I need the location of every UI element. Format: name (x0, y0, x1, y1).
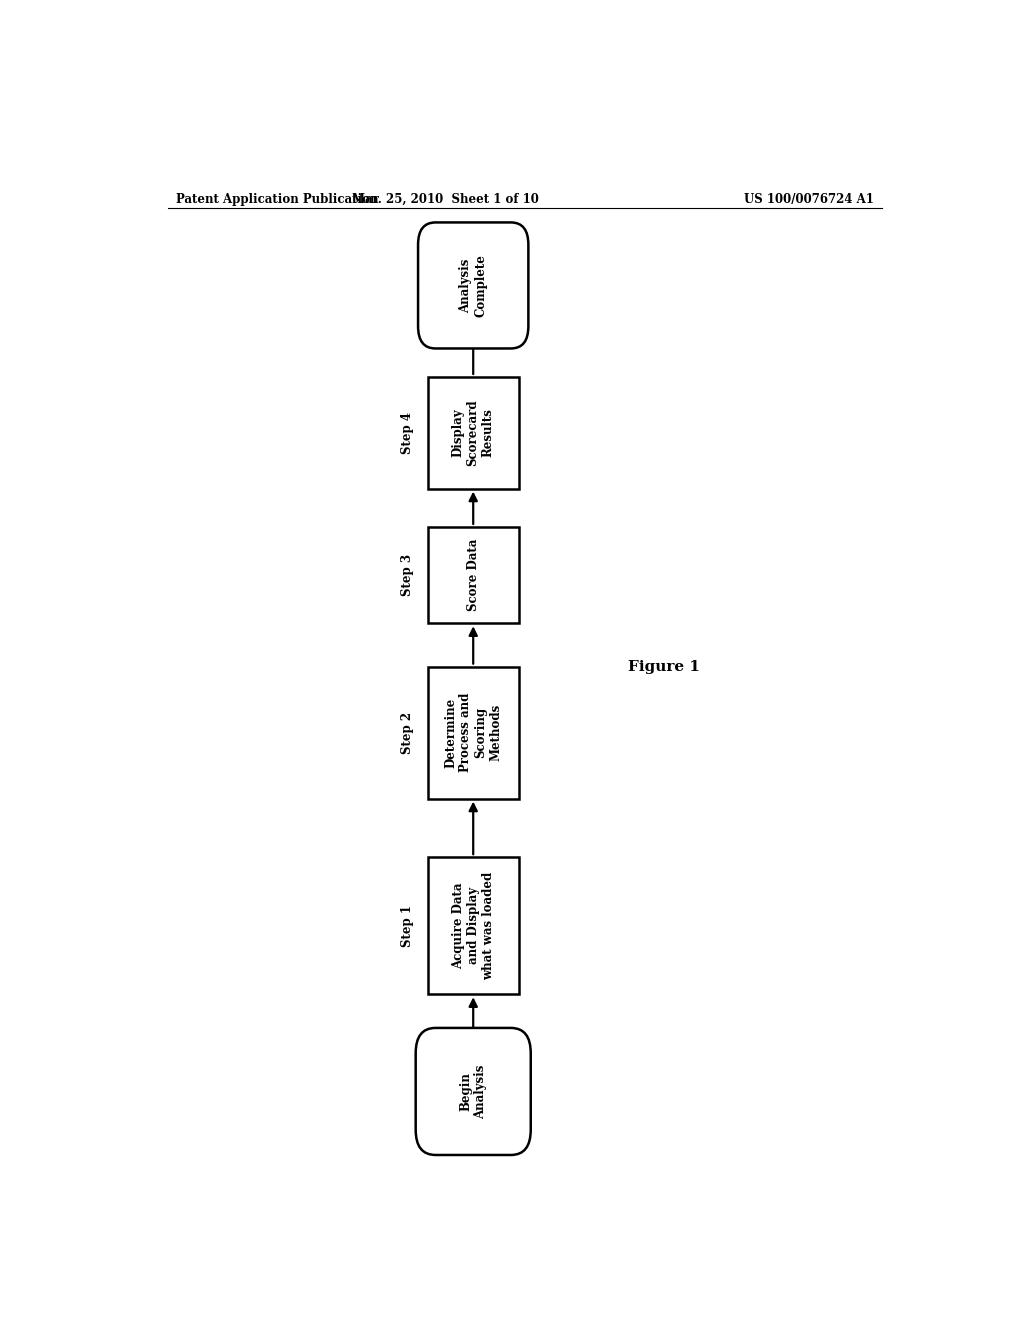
FancyBboxPatch shape (416, 1028, 530, 1155)
Text: Acquire Data
and Display
what was loaded: Acquire Data and Display what was loaded (452, 871, 495, 979)
Text: Patent Application Publication: Patent Application Publication (176, 193, 378, 206)
Text: Figure 1: Figure 1 (628, 660, 700, 673)
Text: Analysis
Complete: Analysis Complete (459, 253, 487, 317)
Text: Step 4: Step 4 (401, 412, 415, 454)
Text: Mar. 25, 2010  Sheet 1 of 10: Mar. 25, 2010 Sheet 1 of 10 (352, 193, 539, 206)
Text: Display
Scorecard
Results: Display Scorecard Results (452, 400, 495, 466)
Text: Begin
Analysis: Begin Analysis (459, 1064, 487, 1118)
FancyBboxPatch shape (428, 378, 519, 488)
Text: Step 1: Step 1 (401, 904, 415, 946)
FancyBboxPatch shape (428, 857, 519, 994)
FancyBboxPatch shape (428, 667, 519, 799)
FancyBboxPatch shape (428, 527, 519, 623)
Text: Step 3: Step 3 (401, 554, 415, 597)
Text: US 100/0076724 A1: US 100/0076724 A1 (744, 193, 873, 206)
Text: Step 2: Step 2 (401, 711, 415, 754)
Text: Score Data: Score Data (467, 539, 479, 611)
Text: Determine
Process and
Scoring
Methods: Determine Process and Scoring Methods (444, 693, 502, 772)
FancyBboxPatch shape (418, 223, 528, 348)
